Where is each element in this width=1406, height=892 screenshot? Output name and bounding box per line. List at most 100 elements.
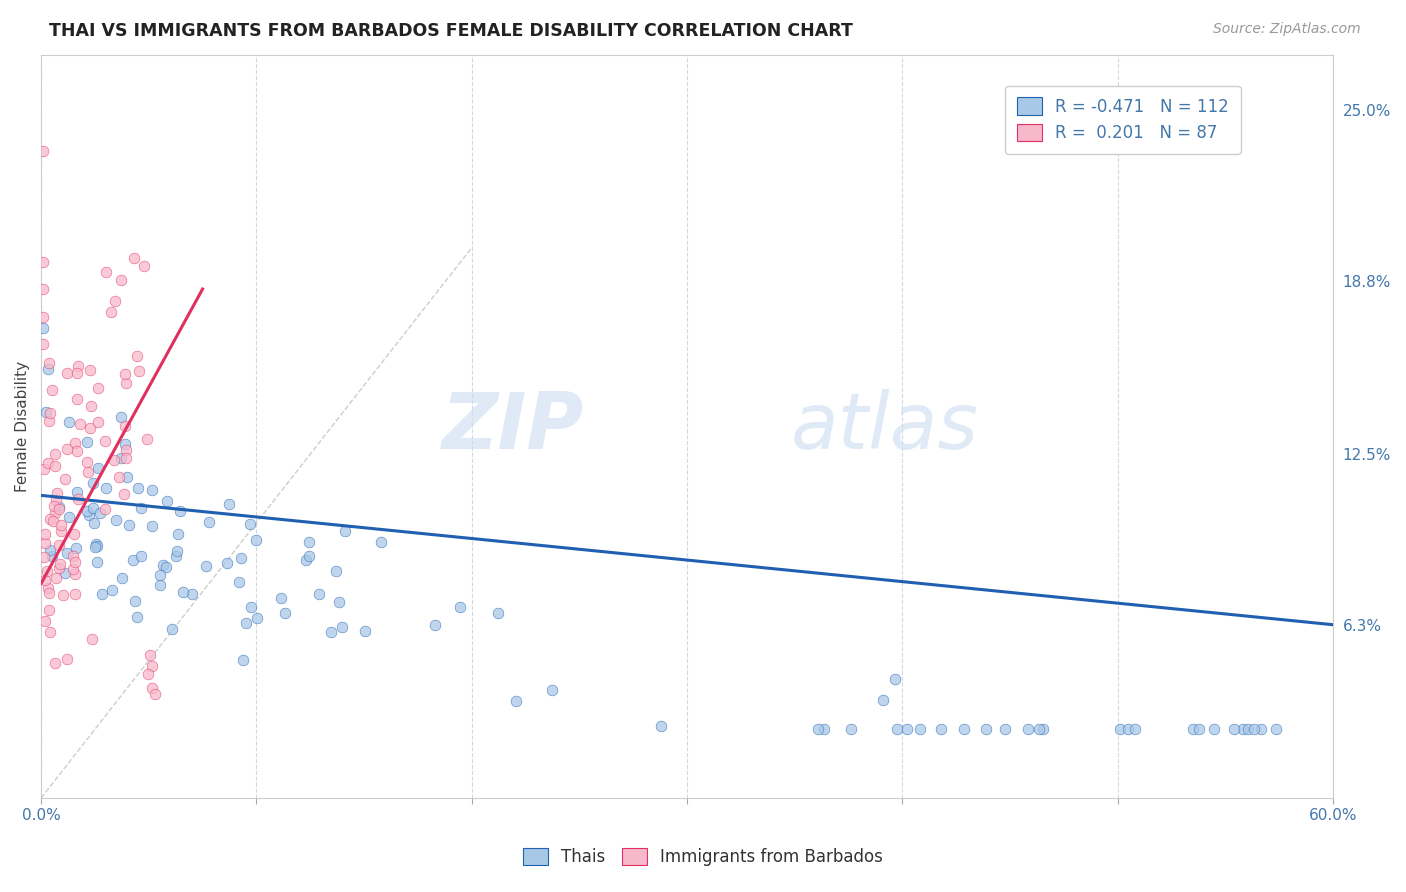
Point [872,693,894,707]
Point [132,259,155,273]
Point [839,723,862,737]
Point [56,442,79,456]
Point [79,421,101,435]
Point [114,442,136,457]
Point [149,568,172,582]
Point [218,497,240,511]
Point [232,653,254,667]
Point [94,434,117,449]
Point [328,595,350,609]
Point [101,583,124,598]
Point [37,362,59,376]
Point [1028,723,1050,737]
Point [333,524,356,538]
Legend: R = -0.471   N = 112, R =  0.201   N = 87: R = -0.471 N = 112, R = 0.201 N = 87 [1005,86,1240,153]
Point [56,367,79,381]
Point [66,492,89,507]
Point [38,586,60,600]
Point [976,723,998,737]
Point [32,337,55,351]
Point [86,381,108,395]
Point [131,549,153,563]
Point [66,444,89,458]
Point [270,591,292,605]
Point [152,558,174,573]
Point [80,632,103,647]
Point [48,501,70,516]
Point [52,589,75,603]
Point [274,607,297,621]
Legend: Thais, Immigrants from Barbados: Thais, Immigrants from Barbados [516,841,890,873]
Point [143,686,166,700]
Point [141,681,163,695]
Text: THAI VS IMMIGRANTS FROM BARBADOS FEMALE DISABILITY CORRELATION CHART: THAI VS IMMIGRANTS FROM BARBADOS FEMALE … [49,22,853,40]
Point [114,376,136,391]
Point [486,606,509,620]
Point [44,458,66,473]
Point [38,356,60,370]
Point [66,392,89,406]
Point [127,481,149,495]
Point [103,293,125,308]
Point [34,527,56,541]
Point [235,616,257,631]
Text: ZIP: ZIP [441,389,583,465]
Point [115,451,138,466]
Point [66,366,89,380]
Point [886,723,908,737]
Point [110,273,132,287]
Point [63,527,86,541]
Point [167,527,190,541]
Point [114,436,136,450]
Point [63,436,86,450]
Point [49,524,72,538]
Point [883,672,905,686]
Point [1123,723,1146,737]
Point [1237,723,1260,737]
Point [42,514,65,528]
Point [46,486,69,500]
Point [141,519,163,533]
Point [76,466,98,480]
Point [34,614,56,628]
Point [1017,723,1039,737]
Point [58,510,80,524]
Point [79,363,101,377]
Point [807,723,830,737]
Point [32,550,55,565]
Point [155,560,177,574]
Point [541,683,564,698]
Point [76,435,98,450]
Point [110,450,132,465]
Point [141,659,163,673]
Point [48,537,70,551]
Point [1188,723,1211,737]
Point [83,516,105,531]
Point [37,581,59,595]
Point [62,549,84,564]
Point [172,585,194,599]
Point [58,415,80,429]
Point [181,587,204,601]
Point [813,723,835,737]
Y-axis label: Female Disability: Female Disability [15,361,30,492]
Point [56,651,79,665]
Point [38,603,60,617]
Point [298,549,321,563]
Point [32,461,55,475]
Point [129,501,152,516]
Point [65,541,87,556]
Point [48,557,70,571]
Point [84,537,107,551]
Point [245,533,267,548]
Point [39,625,62,640]
Point [1243,723,1265,737]
Point [194,559,217,574]
Point [354,624,377,639]
Point [650,719,672,733]
Point [94,502,117,516]
Point [198,515,221,529]
Point [215,557,238,571]
Point [1108,723,1130,737]
Point [41,549,63,563]
